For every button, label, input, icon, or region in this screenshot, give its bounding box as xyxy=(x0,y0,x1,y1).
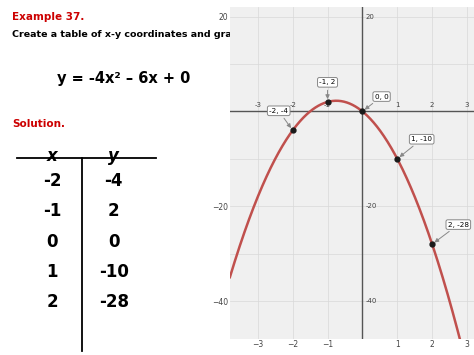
Text: -1: -1 xyxy=(324,102,331,108)
Text: -4: -4 xyxy=(104,172,123,190)
Text: -2, -4: -2, -4 xyxy=(269,108,291,127)
Text: 1: 1 xyxy=(46,263,58,281)
Text: -1, 2: -1, 2 xyxy=(319,79,336,98)
Text: x: x xyxy=(47,147,57,165)
Text: -10: -10 xyxy=(99,263,129,281)
Text: Solution.: Solution. xyxy=(12,119,65,129)
Text: 0: 0 xyxy=(108,233,119,251)
Text: -2: -2 xyxy=(289,102,296,108)
Text: -3: -3 xyxy=(254,102,261,108)
Text: -1: -1 xyxy=(43,202,61,220)
Text: 0: 0 xyxy=(46,233,58,251)
Text: -2: -2 xyxy=(43,172,62,190)
Text: -28: -28 xyxy=(99,293,129,311)
Text: 2: 2 xyxy=(430,102,434,108)
Text: 2: 2 xyxy=(46,293,58,311)
Text: Create a table of x-y coordinates and graph the function.: Create a table of x-y coordinates and gr… xyxy=(12,30,318,39)
Text: y = -4x² – 6x + 0: y = -4x² – 6x + 0 xyxy=(56,71,190,86)
Text: -40: -40 xyxy=(365,298,376,304)
Text: -20: -20 xyxy=(365,203,376,209)
Text: 3: 3 xyxy=(465,102,469,108)
Text: y: y xyxy=(109,147,119,165)
Text: 1: 1 xyxy=(395,102,400,108)
Text: 1, -10: 1, -10 xyxy=(401,136,432,157)
Text: 0, 0: 0, 0 xyxy=(365,94,389,109)
Text: Example 37.: Example 37. xyxy=(12,12,84,22)
Text: 2, -28: 2, -28 xyxy=(435,222,469,242)
Text: 20: 20 xyxy=(365,13,374,20)
Text: 2: 2 xyxy=(108,202,119,220)
